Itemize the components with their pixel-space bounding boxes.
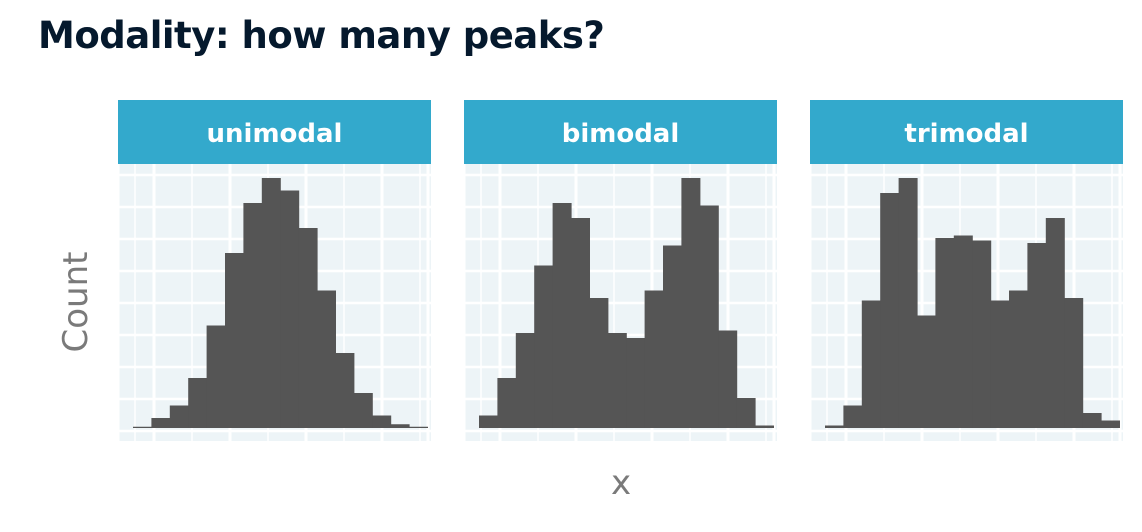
histogram-bar <box>935 238 955 428</box>
histogram-bar <box>755 425 774 428</box>
histogram-bar <box>607 333 627 428</box>
facet-strip <box>810 100 1123 164</box>
histogram-bar <box>409 426 428 428</box>
histogram-bar <box>898 178 918 428</box>
histogram-bar <box>497 378 517 428</box>
histogram-bar <box>990 300 1010 428</box>
histogram-bar <box>681 178 701 428</box>
histogram-bar <box>699 205 719 428</box>
histogram-bar <box>843 405 863 428</box>
histogram-bar <box>534 265 554 428</box>
facet-panels: unimodal bimodal trimodal <box>116 100 1123 441</box>
histogram-bar <box>1009 290 1028 428</box>
histogram-bar <box>953 235 973 428</box>
histogram-bar <box>133 426 152 428</box>
histogram-bar <box>243 203 263 428</box>
histogram-bar <box>1045 218 1065 428</box>
histogram-bar <box>718 330 738 428</box>
histogram-bar <box>1101 420 1120 428</box>
histogram-bar <box>626 338 646 428</box>
histogram-bar <box>515 333 535 428</box>
histogram-bar <box>571 218 590 428</box>
x-axis-title: x <box>611 463 631 503</box>
histogram-bar <box>206 325 226 428</box>
facet-strip <box>464 100 777 164</box>
histogram-bar <box>1027 243 1047 428</box>
facet-panel-bimodal: bimodal <box>462 100 777 441</box>
y-axis-title: Count <box>56 252 96 353</box>
histogram-bar <box>644 290 664 428</box>
histogram-bar <box>917 315 936 428</box>
page-title: Modality: how many peaks? <box>38 14 605 57</box>
facet-strip <box>118 100 431 164</box>
histogram-bar <box>589 298 609 428</box>
histogram-bar <box>188 378 208 428</box>
histogram-bar <box>225 253 244 428</box>
histogram-bar <box>169 405 189 428</box>
histogram-bar <box>663 245 682 428</box>
histogram-bar <box>1064 298 1084 428</box>
facet-panel-unimodal: unimodal <box>116 100 431 441</box>
histogram-bar <box>372 415 392 428</box>
facet-strip-label: unimodal <box>207 119 343 149</box>
histogram-bar <box>552 203 572 428</box>
histogram-bar <box>280 190 300 428</box>
histogram-bar <box>353 393 373 428</box>
histogram-bar <box>825 425 844 428</box>
histogram-bar <box>335 353 355 428</box>
histogram-bar <box>479 415 498 428</box>
histogram-bar <box>298 228 318 428</box>
facet-strip-label: trimodal <box>904 119 1028 149</box>
histogram-bar <box>261 178 281 428</box>
histogram-bar <box>390 424 410 428</box>
histogram-bar <box>972 240 992 428</box>
histogram-bar <box>736 398 756 428</box>
histogram-bar <box>880 193 900 428</box>
facet-strip-label: bimodal <box>562 119 680 149</box>
histogram-bar <box>861 300 881 428</box>
facet-panel-trimodal: trimodal <box>808 100 1123 441</box>
histogram-bar <box>151 418 171 428</box>
histogram-bar <box>1082 413 1102 428</box>
histogram-bar <box>317 290 336 428</box>
